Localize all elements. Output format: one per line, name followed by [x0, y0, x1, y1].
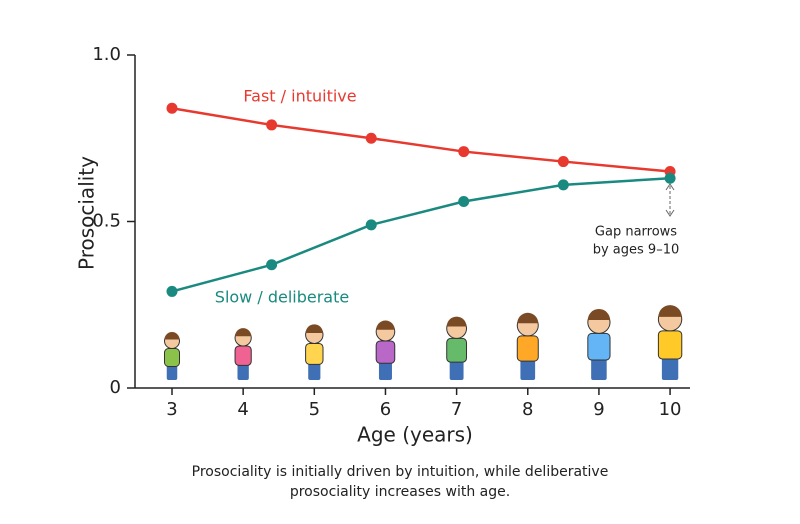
child-hair [376, 320, 395, 330]
child-hair [587, 308, 611, 321]
child-hair [517, 312, 539, 324]
child-legs [520, 356, 536, 380]
child-body [375, 340, 396, 364]
child-body [657, 330, 683, 360]
child-hair [305, 324, 324, 334]
series-line [171, 107, 671, 173]
caption: Prosociality is initially driven by intu… [191, 464, 609, 500]
child-hair [446, 316, 467, 327]
child-hair [164, 332, 180, 340]
child-illustration [587, 308, 611, 380]
x-tick-label: 8 [522, 399, 533, 420]
data-point [365, 132, 377, 144]
note: Gap narrows [595, 225, 677, 240]
child-body [516, 335, 539, 362]
child-hair [658, 305, 682, 317]
series-label: Slow / deliberate [215, 288, 349, 307]
child-legs [308, 360, 321, 380]
data-point [458, 146, 470, 158]
child-illustration [516, 312, 539, 380]
child-legs [661, 354, 679, 380]
data-point [365, 219, 377, 231]
data-point [557, 179, 569, 191]
child-body [234, 345, 252, 366]
series-line [171, 176, 671, 293]
child-legs [449, 358, 464, 380]
y-axis-label: Prosociality [75, 156, 99, 270]
data-point [664, 172, 676, 184]
x-tick-label: 6 [380, 399, 391, 420]
child-body [587, 332, 611, 361]
child-legs [591, 355, 607, 380]
child-illustration [375, 320, 396, 380]
data-point [266, 259, 278, 271]
x-tick-label: 4 [237, 399, 248, 420]
child-illustration [164, 332, 180, 380]
chart: Prosociality Age (years) Fast / intuitiv… [75, 44, 690, 447]
child-body [305, 342, 324, 365]
series-label: Fast / intuitive [243, 87, 356, 106]
child-body [164, 348, 180, 367]
child-illustration [234, 328, 252, 380]
data-point [266, 119, 278, 131]
gap-arrow-heads [665, 183, 675, 217]
child-hair [235, 328, 252, 337]
x-tick-label: 5 [309, 399, 320, 420]
child-legs [237, 362, 249, 380]
data-point [166, 102, 178, 114]
y-tick-label: 0 [110, 377, 121, 398]
x-tick-label: 10 [659, 399, 682, 420]
x-tick-label: 7 [451, 399, 462, 420]
child-body [446, 337, 468, 363]
x-tick-label: 3 [166, 399, 177, 420]
data-point [166, 285, 178, 297]
child-legs [378, 359, 392, 380]
note: by ages 9–10 [593, 243, 680, 258]
data-point [557, 156, 569, 168]
x-axis-label: Age (years) [357, 423, 473, 447]
child-illustration [305, 324, 324, 380]
data-point [458, 196, 470, 208]
child-illustration [657, 305, 683, 380]
y-tick-label: 0.5 [92, 211, 121, 232]
y-tick-label: 1.0 [92, 44, 121, 65]
child-illustration [446, 316, 468, 380]
child-legs [166, 363, 178, 380]
x-tick-label: 9 [593, 399, 604, 420]
